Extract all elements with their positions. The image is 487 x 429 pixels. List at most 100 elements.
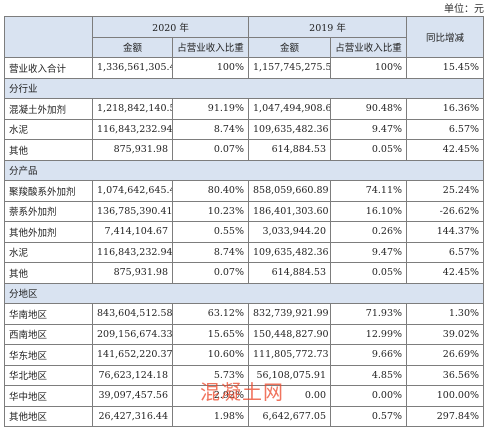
yoy-change: 16.36% — [406, 98, 485, 120]
amount-2019: 111,805,772.73 — [248, 344, 332, 366]
header-ratio-2019: 占营业收入比重 — [330, 36, 408, 58]
watermark: 混凝土网 — [200, 380, 284, 404]
ratio-2019: 9.47% — [330, 118, 408, 140]
table-row: 华中地区 39,097,457.56 2.92% 0.00 0.00% 100.00% — [4, 385, 485, 407]
ratio-2019: 16.10% — [330, 200, 408, 222]
amount-2020: 39,097,457.56 — [92, 385, 173, 407]
amount-2019: 186,401,303.60 — [248, 200, 332, 222]
table-row: 其他地区 26,427,316.44 1.98% 6,642,677.05 0.57% 2… — [4, 405, 485, 427]
ratio-2020: 0.07% — [171, 139, 250, 161]
amount-2019: 832,739,921.99 — [248, 303, 332, 325]
row-label: 华北地区 — [4, 364, 93, 386]
header-amount-2019: 金额 — [248, 36, 332, 58]
table-row: 水泥 116,843,232.94 8.74% 109,635,482.36 9.47%… — [4, 241, 485, 263]
ratio-2019: 4.85% — [330, 364, 408, 386]
section-header-row: 分行业 — [3, 77, 485, 99]
table-row: 其他外加剂 7,414,104.67 0.55% 3,033,944.20 0.26% 1… — [4, 221, 485, 243]
yoy-change: 6.57% — [406, 241, 485, 263]
section-header-row: 分地区 — [3, 282, 485, 304]
ratio-2019: 9.47% — [330, 241, 408, 263]
ratio-2020: 10.60% — [171, 344, 250, 366]
row-label: 其他外加剂 — [4, 221, 93, 243]
ratio-2020: 1.98% — [171, 405, 250, 427]
amount-2019: 150,448,827.90 — [248, 323, 332, 345]
table-row: 其他 875,931.98 0.07% 614,884.53 0.05% 42.45% — [4, 139, 485, 161]
row-label: 营业收入合计 — [4, 57, 93, 79]
amount-2020: 26,427,316.44 — [92, 405, 173, 427]
amount-2020: 141,652,220.37 — [92, 344, 173, 366]
ratio-2019: 0.57% — [330, 405, 408, 427]
amount-2020: 209,156,674.33 — [92, 323, 173, 345]
row-label: 水泥 — [4, 118, 93, 140]
yoy-change: 100.00% — [406, 385, 485, 407]
ratio-2020: 100% — [171, 57, 250, 79]
ratio-2020: 15.65% — [171, 323, 250, 345]
amount-2019: 109,635,482.36 — [248, 118, 332, 140]
row-label: 其他 — [4, 139, 93, 161]
table-row: 混凝土外加剂1,218,842,140.5491.19%1,047,494,90… — [4, 98, 485, 120]
section-title: 分产品 — [3, 159, 485, 181]
ratio-2019: 74.11% — [330, 180, 408, 202]
ratio-2019: 0.05% — [330, 139, 408, 161]
amount-2019: 3,033,944.20 — [248, 221, 332, 243]
row-label: 其他 — [4, 262, 93, 284]
amount-2019: 6,642,677.05 — [248, 405, 332, 427]
yoy-change: 26.69% — [406, 344, 485, 366]
table-row: 水泥 116,843,232.94 8.74% 109,635,482.36 9.47%… — [4, 118, 485, 140]
ratio-2020: 8.74% — [171, 118, 250, 140]
section-title: 分地区 — [3, 282, 485, 304]
yoy-change: 39.02% — [406, 323, 485, 345]
header-ratio-2020: 占营业收入比重 — [171, 36, 250, 58]
yoy-change: 15.45% — [406, 57, 485, 79]
table-row: 西南地区 209,156,674.33 15.65% 150,448,827.90 12… — [4, 323, 485, 345]
yoy-change: 36.56% — [406, 364, 485, 386]
unit-label: 单位：元 — [444, 4, 484, 15]
amount-2019: 109,635,482.36 — [248, 241, 332, 263]
amount-2020: 76,623,124.18 — [92, 364, 173, 386]
ratio-2020: 91.19% — [171, 98, 250, 120]
amount-2020: 875,931.98 — [92, 139, 173, 161]
table-row-total: 营业收入合计 1,336,561,305.46 100% 1,157,745,2… — [4, 57, 485, 79]
amount-2019: 1,157,745,275.58 — [248, 57, 332, 79]
ratio-2020: 80.40% — [171, 180, 250, 202]
section-header-row: 分产品 — [3, 159, 485, 181]
yoy-change: -26.62% — [406, 200, 485, 222]
yoy-change: 297.84% — [406, 405, 485, 427]
amount-2019: 858,059,660.89 — [248, 180, 332, 202]
yoy-change: 42.45% — [406, 262, 485, 284]
ratio-2019: 90.48% — [330, 98, 408, 120]
amount-2020: 843,604,512.58 — [92, 303, 173, 325]
yoy-change: 1.30% — [406, 303, 485, 325]
ratio-2019: 0.26% — [330, 221, 408, 243]
row-label: 水泥 — [4, 241, 93, 263]
header-blank — [4, 16, 93, 58]
yoy-change: 25.24% — [406, 180, 485, 202]
section-title: 分行业 — [3, 77, 485, 99]
row-label: 其他地区 — [4, 405, 93, 427]
header-yoy: 同比增减 — [406, 16, 485, 58]
amount-2020: 1,074,642,645.46 — [92, 180, 173, 202]
amount-2020: 7,414,104.67 — [92, 221, 173, 243]
amount-2020: 116,843,232.94 — [92, 118, 173, 140]
ratio-2019: 9.66% — [330, 344, 408, 366]
ratio-2020: 63.12% — [171, 303, 250, 325]
ratio-2019: 12.99% — [330, 323, 408, 345]
row-label: 萘系外加剂 — [4, 200, 93, 222]
ratio-2019: 71.93% — [330, 303, 408, 325]
row-label: 华中地区 — [4, 385, 93, 407]
amount-2020: 1,218,842,140.54 — [92, 98, 173, 120]
ratio-2019: 100% — [330, 57, 408, 79]
amount-2019: 614,884.53 — [248, 139, 332, 161]
table-row: 聚羧酸系外加剂1,074,642,645.4680.40%858,059,660… — [4, 180, 485, 202]
header-year-2020: 2020 年 — [91, 16, 250, 38]
revenue-breakdown-table: 2020 年 2019 年 同比增减 金额 占营业收入比重 金额 占营业收入比重… — [3, 16, 485, 427]
ratio-2019: 0.05% — [330, 262, 408, 284]
ratio-2019: 0.00% — [330, 385, 408, 407]
row-label: 聚羧酸系外加剂 — [4, 180, 93, 202]
header-year-2019: 2019 年 — [248, 16, 408, 38]
row-label: 混凝土外加剂 — [4, 98, 93, 120]
ratio-2020: 8.74% — [171, 241, 250, 263]
row-label: 华南地区 — [4, 303, 93, 325]
amount-2019: 1,047,494,908.69 — [248, 98, 332, 120]
table-row: 华南地区 843,604,512.58 63.12% 832,739,921.99 71… — [4, 303, 485, 325]
